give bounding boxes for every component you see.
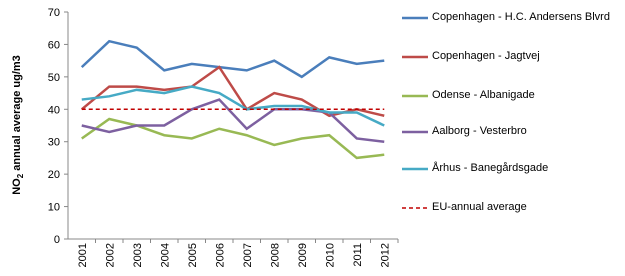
y-label-sub: 2 bbox=[16, 173, 25, 178]
y-label-main: NO bbox=[11, 178, 23, 195]
x-tick-label: 2003 bbox=[132, 243, 144, 267]
x-tick-label: 2011 bbox=[352, 243, 364, 267]
legend-label: Odense - Albanigade bbox=[432, 89, 535, 101]
legend-label: Copenhagen - H.C. Andersens Blvrd bbox=[432, 11, 610, 23]
x-tick-label: 2007 bbox=[242, 243, 254, 267]
series-line bbox=[80, 65, 385, 118]
y-tick-label: 70 bbox=[48, 7, 60, 19]
legend-item: Copenhagen - Jagtvej bbox=[402, 49, 622, 64]
y-tick-label: 20 bbox=[48, 169, 60, 181]
legend-label: EU-annual average bbox=[432, 201, 527, 213]
legend-swatch bbox=[402, 16, 428, 20]
legend-item: Aalborg - Vesterbro bbox=[402, 124, 622, 139]
x-tick-label: 2001 bbox=[77, 243, 89, 267]
x-tick-label: 2006 bbox=[214, 243, 226, 267]
legend-swatch bbox=[402, 207, 428, 209]
y-tick-label: 10 bbox=[48, 202, 60, 214]
series-line bbox=[80, 39, 385, 79]
y-label-rest: annual average ug/m3 bbox=[11, 55, 23, 174]
x-tick-label: 2012 bbox=[379, 243, 391, 267]
legend-swatch bbox=[402, 167, 428, 171]
y-tick-label: 0 bbox=[54, 234, 60, 246]
series-line bbox=[81, 117, 385, 160]
y-tick-label: 40 bbox=[48, 104, 60, 116]
series-line bbox=[81, 98, 385, 143]
x-tick-label: 2002 bbox=[104, 243, 116, 267]
legend-label: Aalborg - Vesterbro bbox=[432, 125, 527, 137]
legend-item: Copenhagen - H.C. Andersens Blvrd bbox=[402, 10, 622, 25]
y-tick-label: 50 bbox=[48, 72, 60, 84]
x-tick-label: 2005 bbox=[187, 243, 199, 267]
series-line bbox=[81, 85, 385, 127]
x-tick-label: 2009 bbox=[297, 243, 309, 267]
y-tick-label: 60 bbox=[48, 39, 60, 51]
x-tick-label: 2008 bbox=[269, 243, 281, 267]
legend-swatch bbox=[402, 130, 428, 134]
x-tick-label: 2010 bbox=[324, 243, 336, 267]
legend-label: Århus - Banegårdsgade bbox=[432, 162, 549, 174]
legend-swatch bbox=[402, 94, 428, 98]
legend-item: Odense - Albanigade bbox=[402, 88, 622, 103]
legend-item: EU-annual average bbox=[402, 200, 622, 215]
legend-item: Århus - Banegårdsgade bbox=[402, 161, 622, 176]
y-tick-label: 30 bbox=[48, 137, 60, 149]
x-tick-label: 2004 bbox=[159, 243, 171, 267]
legend-label: Copenhagen - Jagtvej bbox=[432, 50, 540, 62]
y-axis-label: NO2 annual average ug/m3 bbox=[11, 55, 25, 195]
legend-swatch bbox=[402, 55, 428, 59]
